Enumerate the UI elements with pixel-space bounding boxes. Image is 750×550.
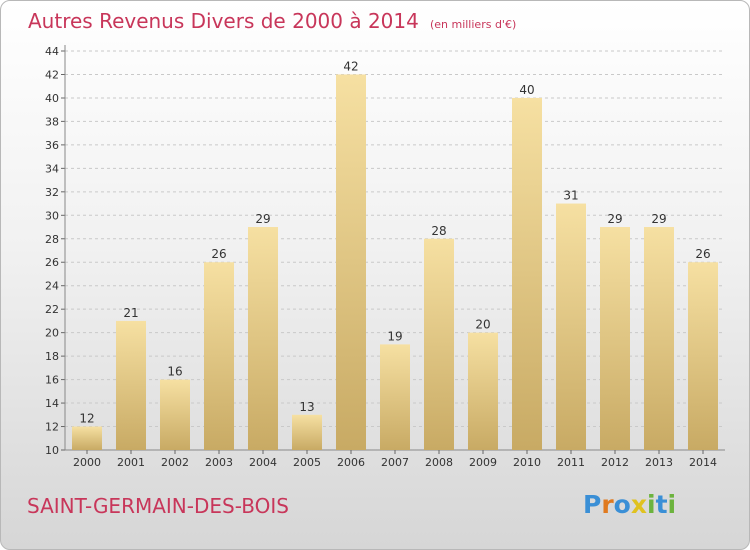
y-tick-label: 44: [45, 45, 59, 58]
bar-value-label: 29: [607, 212, 622, 226]
bar: [336, 74, 366, 451]
bar-value-label: 26: [695, 247, 710, 261]
bar: [292, 414, 322, 450]
proxiti-logo[interactable]: Proxiti: [583, 490, 676, 519]
bar: [600, 227, 630, 450]
chart-title-unit: (en milliers d'€): [429, 18, 517, 31]
bar: [248, 227, 278, 450]
bar: [380, 344, 410, 450]
bar-value-label: 19: [387, 329, 402, 343]
bar: [424, 238, 454, 450]
x-tick-label: 2003: [205, 456, 233, 469]
bar-value-label: 16: [167, 365, 182, 379]
y-tick-label: 12: [45, 421, 59, 434]
x-tick-label: 2013: [645, 456, 673, 469]
x-tick-label: 2000: [73, 456, 101, 469]
bar-value-label: 28: [431, 224, 446, 238]
logo-letter: x: [630, 490, 647, 519]
bar: [468, 332, 498, 450]
x-tick-label: 2005: [293, 456, 321, 469]
bar: [160, 379, 190, 450]
y-tick-label: 34: [45, 162, 59, 175]
bar: [644, 227, 674, 450]
y-tick-label: 16: [45, 374, 59, 387]
y-tick-label: 14: [45, 397, 59, 410]
bar: [556, 203, 586, 450]
x-tick-label: 2010: [513, 456, 541, 469]
y-tick-label: 36: [45, 139, 59, 152]
x-tick-label: 2011: [557, 456, 585, 469]
y-tick-label: 42: [45, 68, 59, 81]
bar-value-label: 13: [299, 400, 314, 414]
y-tick-label: 10: [45, 444, 59, 457]
bar-value-label: 21: [123, 306, 138, 320]
bar: [688, 262, 718, 450]
x-tick-label: 2001: [117, 456, 145, 469]
bars: [72, 74, 718, 451]
x-tick-label: 2008: [425, 456, 453, 469]
y-tick-label: 38: [45, 115, 59, 128]
bar: [116, 320, 146, 450]
bar: [512, 97, 542, 451]
y-tick-label: 22: [45, 303, 59, 316]
logo-letter: o: [613, 490, 631, 519]
chart-title: Autres Revenus Divers de 2000 à 2014 (en…: [28, 9, 516, 33]
y-tick-label: 32: [45, 186, 59, 199]
logo-letter: r: [601, 490, 614, 519]
x-tick-label: 2012: [601, 456, 629, 469]
bar-value-label: 12: [79, 412, 94, 426]
x-tick-label: 2004: [249, 456, 277, 469]
x-tick-label: 2007: [381, 456, 409, 469]
x-tick-label: 2006: [337, 456, 365, 469]
x-tick-label: 2002: [161, 456, 189, 469]
bar-value-label: 42: [343, 59, 358, 73]
y-tick-label: 40: [45, 92, 59, 105]
bar-value-label: 20: [475, 318, 490, 332]
logo-letter: P: [583, 490, 602, 519]
labels: 12 2000 21 2001 16 2002 26 2003 29 2004 13 2005 42 20…: [73, 59, 717, 469]
logo-letter: t: [655, 490, 668, 519]
bar-value-label: 29: [651, 212, 666, 226]
chart-title-main: Autres Revenus Divers de 2000 à 2014: [28, 9, 419, 33]
bar: [72, 426, 102, 450]
y-tick-label: 26: [45, 256, 59, 269]
bar-value-label: 26: [211, 247, 226, 261]
y-tick-label: 30: [45, 209, 59, 222]
bar: [204, 262, 234, 450]
y-tick-label: 24: [45, 280, 59, 293]
logo-letter: i: [647, 490, 656, 519]
y-tick-label: 28: [45, 233, 59, 246]
bar-value-label: 29: [255, 212, 270, 226]
x-tick-label: 2014: [689, 456, 717, 469]
bar-value-label: 31: [563, 189, 578, 203]
y-tick-label: 18: [45, 350, 59, 363]
y-tick-label: 20: [45, 327, 59, 340]
logo-letter: i: [667, 490, 677, 519]
commune-name: SAINT-GERMAIN-DES-BOIS: [27, 494, 289, 518]
x-tick-label: 2009: [469, 456, 497, 469]
bar-value-label: 40: [519, 83, 534, 97]
